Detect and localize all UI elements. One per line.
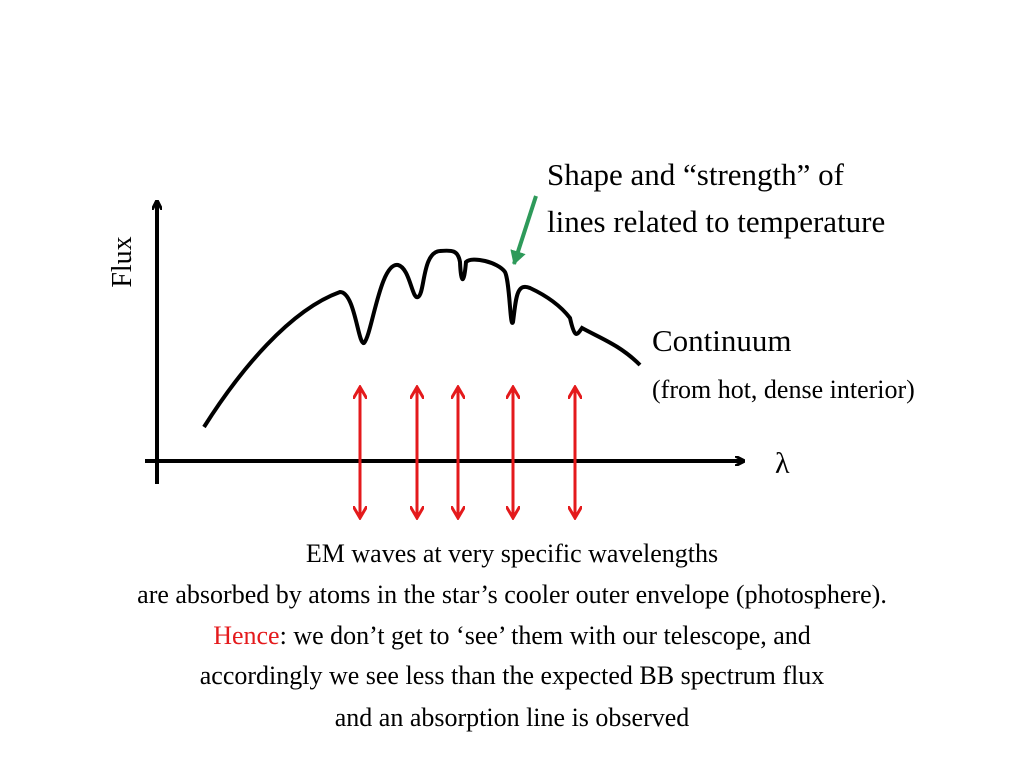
caption-line: accordingly we see less than the expecte… xyxy=(200,661,825,690)
caption: EM waves at very specific wavelengths ar… xyxy=(137,539,887,732)
caption-text: : we don’t get to ‘see’ them with our te… xyxy=(280,621,811,650)
y-axis-label: Flux xyxy=(107,236,138,287)
continuum-label: Continuum xyxy=(652,323,792,358)
caption-line: Hence: we don’t get to ‘see’ them with o… xyxy=(213,621,811,650)
absorption-arrows xyxy=(360,388,575,517)
caption-line: are absorbed by atoms in the star’s cool… xyxy=(137,580,887,609)
x-axis-label: λ xyxy=(775,447,790,480)
spectrum-curve xyxy=(202,248,642,429)
annotation: lines related to temperature xyxy=(547,204,885,239)
caption-line: EM waves at very specific wavelengths xyxy=(306,539,718,568)
pointer-arrow xyxy=(510,195,538,265)
annotation: Shape and “strength” of xyxy=(547,157,845,192)
caption-line: and an absorption line is observed xyxy=(335,703,690,732)
continuum-note: (from hot, dense interior) xyxy=(652,375,915,404)
highlight: Hence xyxy=(213,621,279,650)
